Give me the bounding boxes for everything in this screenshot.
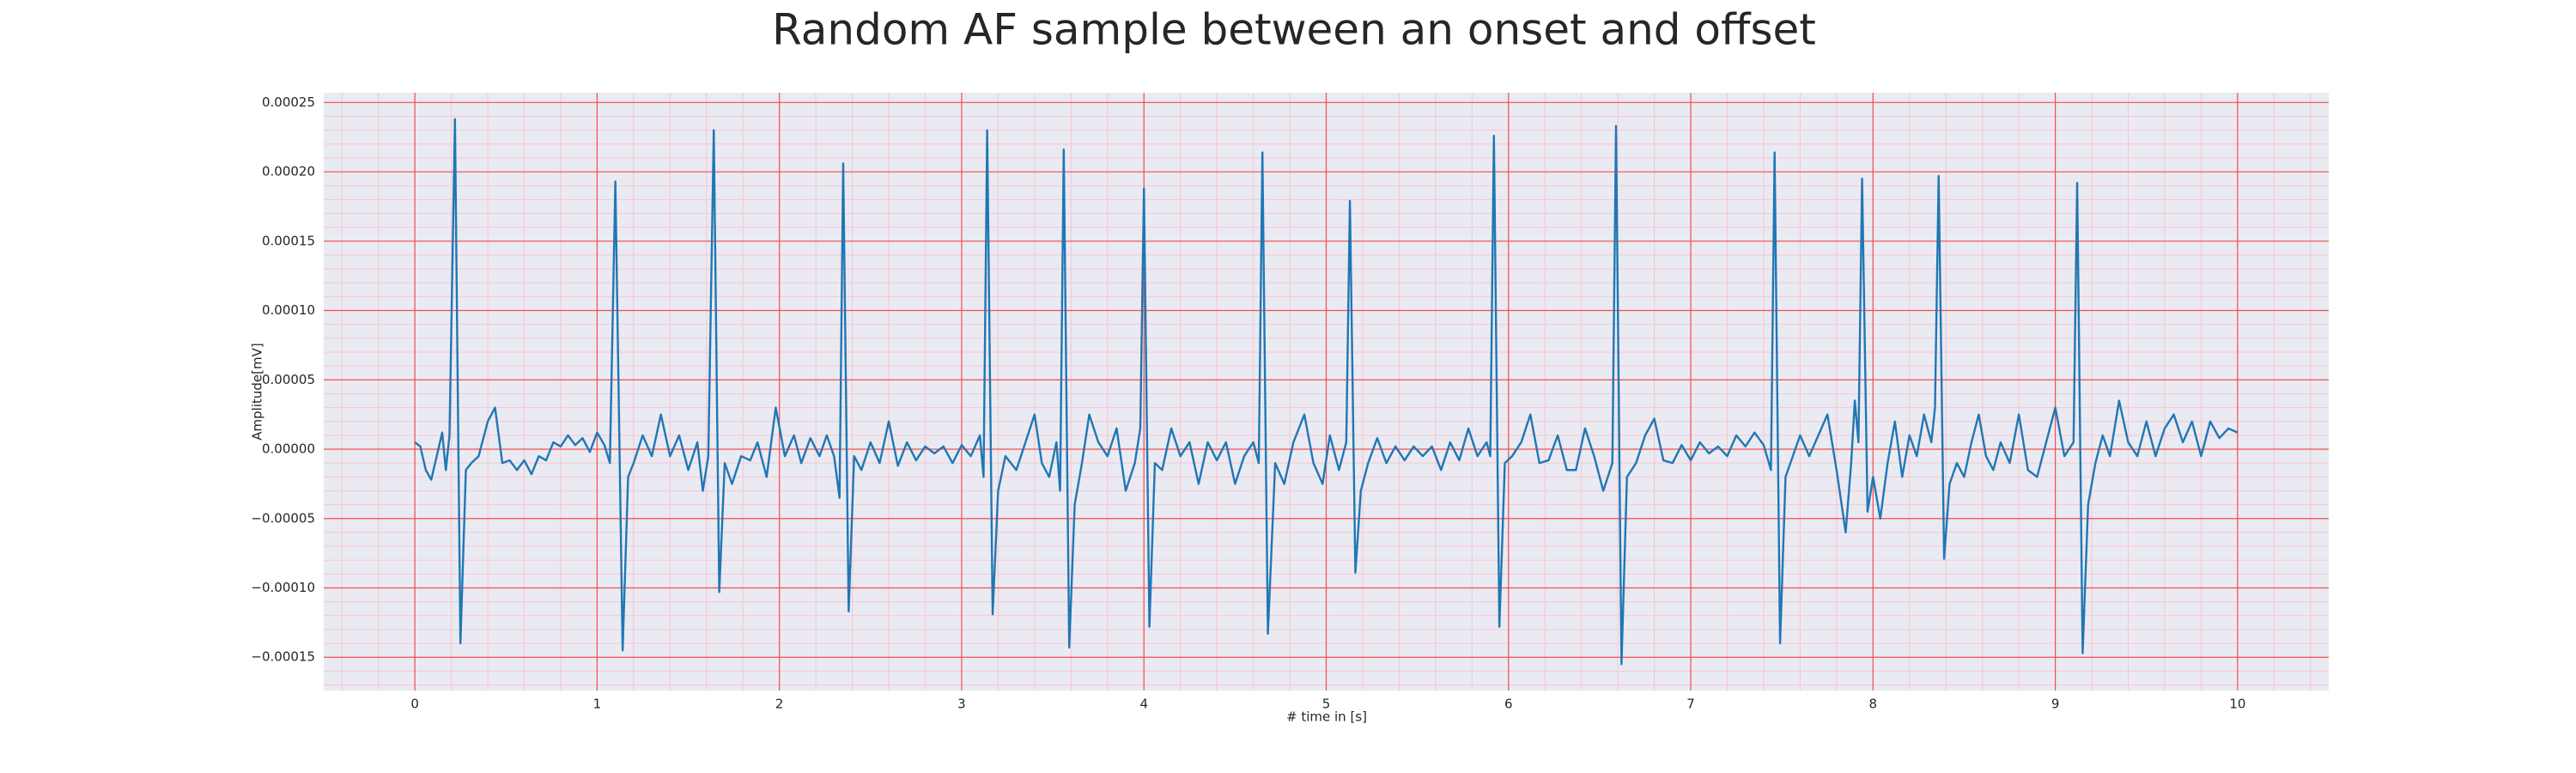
x-tick-label: 0 (410, 697, 419, 712)
x-tick-label: 8 (1869, 697, 1878, 712)
signal-line (414, 118, 2239, 666)
y-tick-label: 0.00020 (262, 164, 315, 180)
y-tick-label: −0.00010 (251, 580, 315, 595)
y-tick-label: 0.00000 (262, 441, 315, 457)
x-axis-label: # time in [s] (1286, 709, 1367, 725)
x-tick-label: 6 (1504, 697, 1513, 712)
x-tick-label: 4 (1139, 697, 1148, 712)
x-tick-label: 1 (593, 697, 602, 712)
y-tick-label: 0.00015 (262, 233, 315, 248)
chart-title: Random AF sample between an onset and of… (772, 5, 1816, 55)
y-tick-label: 0.00005 (262, 372, 315, 387)
x-tick-label: 7 (1686, 697, 1695, 712)
x-tick-label: 3 (957, 697, 966, 712)
y-axis-label: Amplitude[mV] (250, 343, 265, 440)
y-tick-label: −0.00015 (251, 649, 315, 665)
x-tick-label: 2 (775, 697, 784, 712)
x-tick-label: 10 (2229, 697, 2245, 712)
y-tick-label: −0.00005 (251, 510, 315, 526)
x-tick-label: 5 (1322, 697, 1331, 712)
y-tick-label: 0.00010 (262, 302, 315, 318)
x-tick-label: 9 (2051, 697, 2060, 712)
y-tick-label: 0.00025 (262, 94, 315, 110)
